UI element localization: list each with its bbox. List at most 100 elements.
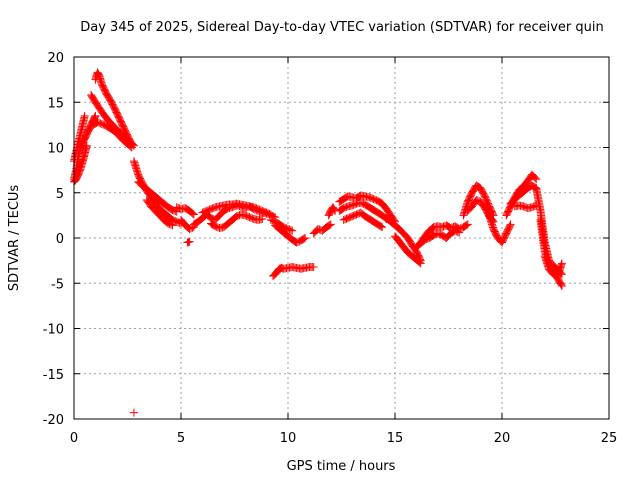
data-point-marker: [361, 212, 370, 221]
data-point-marker: [301, 234, 310, 242]
data-point-marker: [362, 212, 371, 221]
data-point-marker: [463, 220, 472, 229]
y-tick-label: 0: [56, 232, 64, 247]
data-point-marker: [367, 216, 376, 225]
x-axis-label: GPS time / hours: [287, 459, 396, 474]
data-point-marker: [190, 219, 199, 228]
data-point-marker: [459, 223, 468, 232]
data-point-marker: [368, 217, 377, 226]
data-point-marker: [460, 222, 469, 231]
y-tick-label: 10: [47, 142, 64, 157]
data-point-marker: [361, 200, 370, 209]
y-tick-label: -10: [43, 323, 64, 338]
data-point-marker: [206, 219, 215, 228]
x-tick-label: 20: [494, 431, 511, 446]
data-point-marker: [90, 120, 99, 129]
data-point-marker: [90, 112, 99, 121]
data-point-marker: [208, 220, 217, 229]
data-point-marker: [394, 224, 403, 233]
data-point-marker: [125, 141, 134, 150]
data-point-marker: [189, 220, 198, 229]
data-point-marker: [164, 203, 173, 212]
data-points: [70, 68, 566, 417]
data-point-marker: [258, 214, 267, 223]
data-point-marker: [277, 221, 286, 230]
data-point-marker: [322, 223, 331, 232]
data-point-marker: [462, 221, 471, 230]
data-point-marker: [288, 235, 297, 244]
data-point-marker: [443, 222, 452, 231]
data-point-marker: [425, 234, 434, 242]
data-point-marker: [527, 181, 536, 190]
x-tick-label: 10: [280, 431, 297, 446]
data-point-marker: [416, 259, 425, 268]
data-point-marker: [103, 122, 112, 131]
data-point-marker: [364, 202, 373, 211]
data-point-marker: [529, 182, 538, 191]
data-point-marker: [453, 227, 462, 236]
data-point-marker: [338, 195, 347, 204]
data-point-marker: [221, 205, 230, 214]
data-point-marker: [455, 228, 464, 237]
data-point-marker: [91, 111, 100, 120]
data-point-marker: [374, 209, 383, 218]
data-point-marker: [275, 220, 284, 229]
data-point-marker: [380, 213, 389, 222]
data-point-marker: [557, 281, 566, 290]
data-point-marker: [129, 408, 138, 417]
data-point-marker: [337, 205, 346, 214]
data-point-marker: [373, 220, 382, 229]
data-point-marker: [377, 222, 386, 231]
data-point-marker: [102, 121, 111, 130]
data-point-marker: [373, 208, 382, 217]
data-point-marker: [473, 182, 482, 191]
x-tick-label: 5: [177, 431, 185, 446]
data-point-marker: [104, 123, 113, 132]
data-point-marker: [506, 220, 515, 229]
data-point-marker: [127, 143, 136, 152]
data-point-marker: [265, 209, 274, 218]
data-point-marker: [364, 214, 373, 223]
chart-title: Day 345 of 2025, Sidereal Day-to-day VTE…: [80, 20, 603, 35]
data-point-marker: [557, 259, 566, 268]
data-point-marker: [71, 176, 80, 185]
data-point-marker: [167, 220, 176, 229]
data-point-marker: [185, 237, 194, 246]
data-point-marker: [168, 221, 177, 230]
data-point-marker: [370, 218, 379, 227]
data-point-marker: [187, 208, 196, 217]
data-point-marker: [415, 258, 424, 267]
y-axis-label: SDTVAR / TECUs: [7, 185, 22, 292]
data-point-marker: [366, 203, 375, 212]
data-point-marker: [372, 207, 381, 216]
data-point-marker: [296, 236, 305, 245]
data-point-marker: [557, 280, 566, 289]
data-point-marker: [370, 206, 379, 215]
data-point-marker: [326, 220, 335, 229]
y-tick-label: 5: [56, 187, 64, 202]
data-point-marker: [523, 184, 532, 193]
data-point-marker: [107, 125, 116, 134]
y-tick-label: -15: [43, 368, 64, 383]
data-point-marker: [505, 221, 514, 230]
x-tick-label: 15: [387, 431, 404, 446]
data-point-marker: [272, 218, 281, 227]
data-point-marker: [166, 204, 175, 213]
data-point-marker: [330, 205, 339, 214]
data-point-marker: [188, 209, 197, 218]
data-point-marker: [447, 228, 456, 237]
data-point-marker: [189, 210, 198, 219]
data-point-marker: [374, 221, 383, 230]
data-point-marker: [336, 206, 345, 215]
data-point-marker: [289, 236, 298, 245]
data-point-marker: [309, 262, 318, 271]
data-point-marker: [365, 203, 374, 212]
data-point-marker: [372, 219, 381, 228]
data-point-marker: [340, 194, 349, 203]
data-point-marker: [369, 205, 378, 214]
data-point-marker: [373, 196, 382, 205]
data-point-marker: [363, 201, 372, 210]
y-tick-label: 20: [47, 51, 64, 66]
data-point-marker: [89, 120, 98, 129]
